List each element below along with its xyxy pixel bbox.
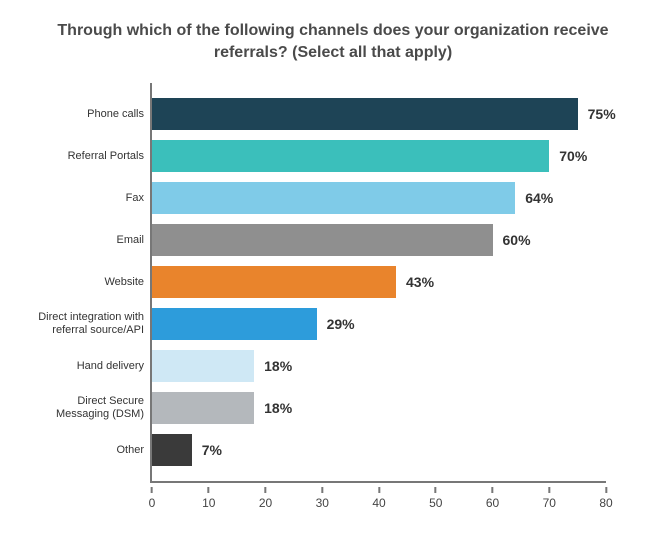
bar-value-label: 18% bbox=[264, 358, 292, 374]
tick-label: 0 bbox=[149, 496, 156, 510]
tick-label: 20 bbox=[259, 496, 272, 510]
bar-category-label: Email bbox=[34, 224, 152, 256]
bar-value-label: 64% bbox=[525, 190, 553, 206]
bar-value-label: 70% bbox=[559, 148, 587, 164]
plot-area: Phone calls75% Referral Portals70% Fax64% E… bbox=[150, 83, 606, 483]
tick-mark bbox=[605, 487, 607, 493]
tick-mark bbox=[548, 487, 550, 493]
bar-category-label: Phone calls bbox=[34, 98, 152, 130]
tick-mark bbox=[264, 487, 266, 493]
bar-value-label: 29% bbox=[327, 316, 355, 332]
bar-row: Phone calls75% bbox=[152, 98, 606, 130]
tick-mark bbox=[435, 487, 437, 493]
bar-value-label: 60% bbox=[503, 232, 531, 248]
bar-row: Email60% bbox=[152, 224, 606, 256]
tick-mark bbox=[208, 487, 210, 493]
bar-category-label: Website bbox=[34, 266, 152, 298]
bar-category-label: Hand delivery bbox=[34, 350, 152, 382]
tick-mark bbox=[491, 487, 493, 493]
bar bbox=[152, 182, 515, 214]
bar-row: Direct Secure Messaging (DSM)18% bbox=[152, 392, 606, 424]
x-tick: 40 bbox=[372, 487, 385, 510]
bar-value-label: 18% bbox=[264, 400, 292, 416]
bar bbox=[152, 392, 254, 424]
tick-mark bbox=[378, 487, 380, 493]
bar-row: Other7% bbox=[152, 434, 606, 466]
bar-value-label: 7% bbox=[202, 442, 222, 458]
bar bbox=[152, 224, 493, 256]
bar bbox=[152, 434, 192, 466]
bars-container: Phone calls75% Referral Portals70% Fax64% E… bbox=[152, 93, 606, 471]
x-tick: 0 bbox=[149, 487, 156, 510]
bar bbox=[152, 308, 317, 340]
tick-label: 40 bbox=[372, 496, 385, 510]
x-tick: 30 bbox=[316, 487, 329, 510]
tick-label: 70 bbox=[543, 496, 556, 510]
bar-row: Hand delivery18% bbox=[152, 350, 606, 382]
x-tick: 60 bbox=[486, 487, 499, 510]
bar-row: Referral Portals70% bbox=[152, 140, 606, 172]
bar bbox=[152, 98, 578, 130]
bar bbox=[152, 266, 396, 298]
tick-label: 60 bbox=[486, 496, 499, 510]
tick-label: 10 bbox=[202, 496, 215, 510]
bar-row: Website43% bbox=[152, 266, 606, 298]
bar-value-label: 75% bbox=[588, 106, 616, 122]
chart-title: Through which of the following channels … bbox=[30, 20, 636, 63]
bar-category-label: Other bbox=[34, 434, 152, 466]
bar-category-label: Fax bbox=[34, 182, 152, 214]
referral-channels-chart: Through which of the following channels … bbox=[0, 0, 666, 537]
bar-row: Fax64% bbox=[152, 182, 606, 214]
bar-category-label: Referral Portals bbox=[34, 140, 152, 172]
tick-mark bbox=[321, 487, 323, 493]
x-tick: 70 bbox=[543, 487, 556, 510]
x-tick: 80 bbox=[599, 487, 612, 510]
bar bbox=[152, 350, 254, 382]
tick-label: 50 bbox=[429, 496, 442, 510]
x-tick: 20 bbox=[259, 487, 272, 510]
bar-category-label: Direct Secure Messaging (DSM) bbox=[34, 392, 152, 424]
x-tick: 50 bbox=[429, 487, 442, 510]
bar-value-label: 43% bbox=[406, 274, 434, 290]
tick-label: 80 bbox=[599, 496, 612, 510]
tick-label: 30 bbox=[316, 496, 329, 510]
bar-row: Direct integration with referral source/… bbox=[152, 308, 606, 340]
bar bbox=[152, 140, 549, 172]
tick-mark bbox=[151, 487, 153, 493]
x-tick: 10 bbox=[202, 487, 215, 510]
bar-category-label: Direct integration with referral source/… bbox=[34, 308, 152, 340]
